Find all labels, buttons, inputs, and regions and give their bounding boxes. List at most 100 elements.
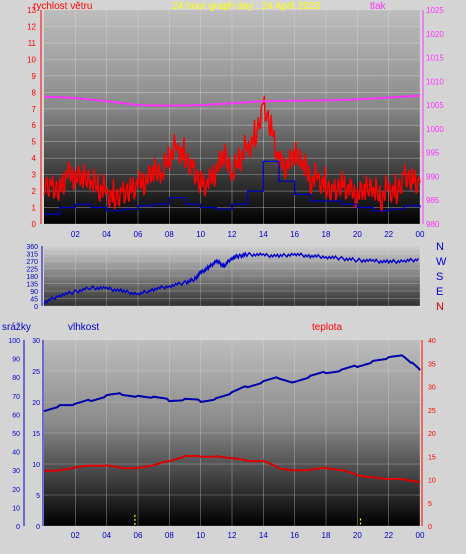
compass-label: W [436, 256, 447, 268]
humidity-series [43, 354, 421, 526]
lower-red-line [44, 455, 421, 483]
pressure-tick-label: 1010 [426, 77, 444, 86]
wind-tick-label: 12 [27, 22, 36, 31]
rain-tick-label: 60 [12, 412, 20, 419]
temperature-tick-label: 10 [428, 478, 436, 485]
hour-tick-label: 18 [322, 230, 331, 239]
wind-tick-label: 2 [32, 187, 37, 196]
temperature-tick-label: 0 [428, 524, 432, 531]
humidity-axis-label: vlhkost [68, 322, 99, 333]
rain-tick-label: 40 [12, 450, 20, 457]
rain-tick-label: 10 [12, 505, 20, 512]
hour-tick-label: 04 [102, 230, 111, 239]
direction-series [43, 251, 420, 305]
hour-tick-label-bottom: 14 [259, 531, 268, 540]
direction-tick-label: 315 [26, 252, 38, 259]
pressure-tick-label: 1020 [426, 30, 444, 39]
hour-tick-label: 00 [416, 230, 425, 239]
wind-tick-label: 8 [32, 88, 37, 97]
wind-tick-label: 4 [32, 154, 37, 163]
compass-label: E [436, 286, 443, 298]
humidity-grid [44, 339, 421, 527]
hour-tick-label-bottom: 18 [322, 531, 331, 540]
humidity-tick-label: 0 [36, 524, 40, 531]
pressure-tick-label: 1025 [426, 6, 444, 15]
direction-tick-label: 135 [26, 282, 38, 289]
wind-tick-label: 6 [32, 121, 37, 130]
hour-tick-label: 20 [353, 230, 362, 239]
wind-gust-line [43, 95, 421, 214]
wind-tick-label: 11 [28, 39, 37, 48]
hour-tick-label-bottom: 04 [102, 531, 111, 540]
hour-tick-label: 22 [384, 230, 393, 239]
hour-tick-label-bottom: 06 [134, 531, 143, 540]
hour-tick-label: 14 [259, 230, 268, 239]
compass-label: N [436, 241, 444, 253]
hour-tick-label-bottom: 08 [165, 531, 174, 540]
direction-tick-label: 90 [30, 289, 38, 296]
rain-tick-label: 100 [8, 338, 20, 345]
direction-tick-label: 0 [34, 304, 38, 311]
wind-tick-label: 1 [32, 204, 37, 213]
humidity-axes: 0102030405060708090100051015202530051015… [8, 338, 436, 540]
pressure-axis-label: tlak [370, 1, 387, 12]
humidity-tick-label: 15 [32, 431, 40, 438]
direction-tick-label: 180 [26, 274, 38, 281]
chart-title: 24 hour graph day : 24 April 2023 [172, 1, 320, 12]
humidity-tick-label: 20 [32, 400, 40, 407]
wind-tick-label: 3 [32, 171, 37, 180]
hour-tick-label-bottom: 00 [416, 531, 425, 540]
compass-label: N [436, 301, 444, 313]
humidity-tick-label: 10 [32, 462, 40, 469]
hour-tick-label: 12 [228, 230, 237, 239]
hour-tick-label: 08 [165, 230, 174, 239]
rain-axis-label: srážky [2, 322, 31, 333]
temperature-tick-label: 5 [428, 501, 432, 508]
hour-tick-label: 02 [71, 230, 80, 239]
wind-tick-label: 5 [32, 138, 37, 147]
rain-tick-label: 0 [16, 524, 20, 531]
rain-tick-label: 30 [12, 468, 20, 475]
humidity-tick-label: 30 [32, 338, 40, 345]
direction-grid [44, 245, 421, 307]
pressure-tick-label: 1015 [426, 54, 444, 63]
rain-tick-label: 80 [12, 375, 20, 382]
pressure-tick-label: 985 [426, 196, 440, 205]
temperature-tick-label: 35 [428, 361, 436, 368]
wind-tick-label: 10 [27, 55, 36, 64]
temperature-tick-label: 30 [428, 385, 436, 392]
hour-tick-label: 06 [134, 230, 143, 239]
temperature-axis-label: teplota [312, 322, 342, 333]
direction-tick-label: 45 [30, 297, 38, 304]
humidity-tick-label: 5 [36, 493, 40, 500]
humidity-tick-label: 25 [32, 369, 40, 376]
rain-tick-label: 70 [12, 394, 20, 401]
temperature-tick-label: 40 [428, 338, 436, 345]
hour-tick-label-bottom: 10 [196, 531, 205, 540]
wind-tick-label: 13 [27, 6, 36, 15]
rain-tick-label: 20 [12, 487, 20, 494]
direction-tick-label: 225 [26, 267, 38, 274]
wind-series [43, 94, 421, 215]
compass-label: S [436, 271, 443, 283]
hour-tick-label: 16 [290, 230, 299, 239]
wind-tick-label: 0 [32, 220, 37, 229]
wind-tick-label: 7 [32, 105, 37, 114]
wind-axis-label: rychlost větru [33, 1, 92, 12]
pressure-line [43, 94, 421, 107]
direction-tick-label: 360 [26, 244, 38, 251]
upper-blue-line [43, 354, 421, 413]
hour-tick-label-bottom: 12 [228, 531, 237, 540]
pressure-tick-label: 980 [426, 220, 440, 229]
pressure-tick-label: 990 [426, 172, 440, 181]
direction-tick-label: 270 [26, 259, 38, 266]
rain-tick-label: 50 [12, 431, 20, 438]
humidity-temperature-panel: 0102030405060708090100051015202530051015… [2, 322, 436, 540]
